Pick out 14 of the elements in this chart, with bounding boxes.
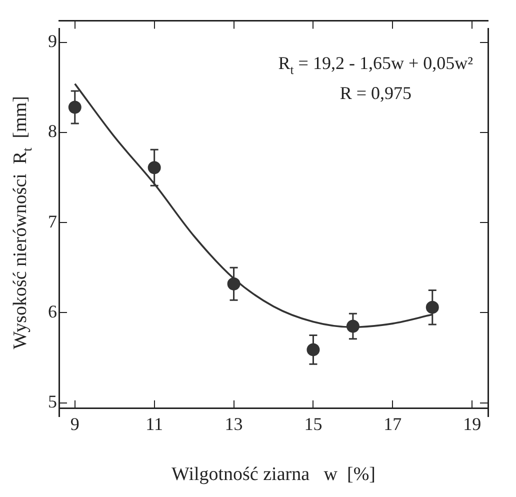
y-tick-label: 5 bbox=[48, 392, 57, 412]
x-tick-label: 9 bbox=[70, 414, 80, 434]
x-tick-label: 11 bbox=[146, 414, 164, 434]
y-tick-label: 9 bbox=[48, 31, 57, 52]
annotation: R = 0,975 bbox=[340, 82, 412, 103]
x-tick-label: 17 bbox=[384, 414, 402, 434]
y-axis-title: Wysokość nierówności Rt [mm] bbox=[10, 96, 35, 350]
y-tick-label: 6 bbox=[48, 301, 57, 322]
y-tick-label: 8 bbox=[48, 121, 57, 142]
x-tick-label: 15 bbox=[304, 414, 322, 434]
x-tick-label: 19 bbox=[463, 414, 482, 434]
x-axis-title: Wilgotność ziarna w [%] bbox=[172, 464, 376, 485]
y-tick-label: 7 bbox=[48, 211, 57, 232]
x-tick-label: 13 bbox=[224, 414, 243, 434]
